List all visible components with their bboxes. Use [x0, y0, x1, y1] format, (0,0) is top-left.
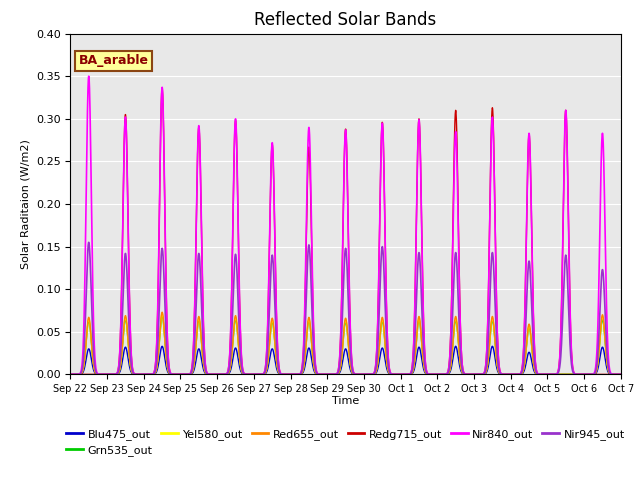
- Nir945_out: [162, 331, 170, 337]
- Yel580_out: [301, 348, 309, 354]
- Line: Red655_out: Red655_out: [70, 312, 621, 374]
- Grn535_out: [162, 353, 170, 359]
- Grn535_out: [158, 313, 166, 319]
- Nir945_out: [67, 372, 74, 377]
- Nir840_out: [85, 73, 93, 79]
- Redg715_out: [547, 372, 555, 377]
- Grn535_out: [607, 371, 614, 377]
- Red655_out: [67, 372, 74, 377]
- Grn535_out: [129, 371, 137, 377]
- Line: Nir840_out: Nir840_out: [70, 76, 621, 374]
- Redg715_out: [606, 372, 614, 377]
- Nir945_out: [606, 371, 614, 376]
- Text: BA_arable: BA_arable: [79, 54, 148, 67]
- Grn535_out: [562, 372, 570, 377]
- Nir945_out: [301, 318, 309, 324]
- Legend: Blu475_out, Grn535_out, Yel580_out, Red655_out, Redg715_out, Nir840_out, Nir945_: Blu475_out, Grn535_out, Yel580_out, Red6…: [62, 424, 629, 460]
- Nir945_out: [129, 371, 137, 376]
- Nir840_out: [606, 369, 614, 374]
- Yel580_out: [158, 311, 166, 317]
- Red655_out: [547, 372, 555, 377]
- Grn535_out: [617, 372, 625, 377]
- Nir945_out: [278, 372, 285, 377]
- Blu475_out: [67, 372, 74, 377]
- Line: Blu475_out: Blu475_out: [70, 346, 621, 374]
- Nir840_out: [617, 372, 625, 377]
- Nir840_out: [67, 372, 74, 377]
- Red655_out: [562, 372, 570, 377]
- Redg715_out: [278, 371, 285, 377]
- Red655_out: [129, 371, 137, 377]
- Blu475_out: [129, 371, 137, 377]
- Nir840_out: [162, 280, 170, 286]
- Yel580_out: [67, 372, 74, 377]
- Line: Grn535_out: Grn535_out: [70, 316, 621, 374]
- Blu475_out: [301, 360, 309, 366]
- Red655_out: [278, 372, 285, 377]
- Red655_out: [607, 371, 614, 377]
- Blu475_out: [607, 371, 614, 377]
- Redg715_out: [158, 85, 166, 91]
- Yel580_out: [162, 352, 170, 358]
- Nir945_out: [85, 240, 93, 245]
- Title: Reflected Solar Bands: Reflected Solar Bands: [255, 11, 436, 29]
- Blu475_out: [278, 372, 285, 377]
- Yel580_out: [278, 372, 285, 377]
- Yel580_out: [129, 371, 137, 377]
- Grn535_out: [547, 372, 555, 377]
- Blu475_out: [162, 362, 170, 368]
- X-axis label: Time: Time: [332, 396, 359, 406]
- Red655_out: [162, 352, 170, 358]
- Nir840_out: [547, 372, 555, 377]
- Nir840_out: [129, 369, 137, 375]
- Red655_out: [301, 348, 309, 354]
- Red655_out: [617, 372, 625, 377]
- Grn535_out: [278, 372, 285, 377]
- Redg715_out: [301, 277, 309, 283]
- Nir945_out: [617, 372, 625, 377]
- Blu475_out: [158, 343, 166, 349]
- Blu475_out: [617, 372, 625, 377]
- Redg715_out: [162, 280, 170, 286]
- Nir945_out: [547, 372, 555, 377]
- Grn535_out: [67, 372, 74, 377]
- Line: Nir945_out: Nir945_out: [70, 242, 621, 374]
- Blu475_out: [547, 372, 555, 377]
- Yel580_out: [562, 372, 570, 377]
- Yel580_out: [547, 372, 555, 377]
- Grn535_out: [301, 349, 309, 355]
- Red655_out: [158, 309, 166, 315]
- Line: Redg715_out: Redg715_out: [70, 88, 621, 374]
- Redg715_out: [129, 369, 137, 374]
- Yel580_out: [607, 371, 614, 377]
- Redg715_out: [617, 372, 625, 377]
- Line: Yel580_out: Yel580_out: [70, 314, 621, 374]
- Nir840_out: [278, 371, 285, 377]
- Blu475_out: [562, 372, 570, 377]
- Y-axis label: Solar Raditaion (W/m2): Solar Raditaion (W/m2): [20, 139, 30, 269]
- Nir840_out: [301, 269, 309, 275]
- Yel580_out: [617, 372, 625, 377]
- Redg715_out: [67, 372, 74, 377]
